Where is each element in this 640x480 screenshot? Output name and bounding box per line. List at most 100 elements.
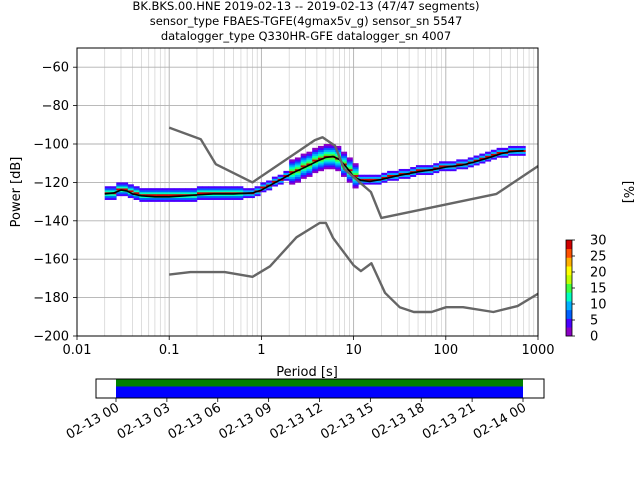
heatmap-cell	[392, 178, 399, 181]
heatmap-cell	[346, 168, 353, 172]
heatmap-cell	[456, 163, 463, 166]
heatmap-cell	[110, 195, 117, 199]
plot-frame	[76, 47, 539, 337]
heatmap-cell	[381, 178, 388, 181]
heatmap-cell	[254, 192, 261, 195]
heatmap-cell	[179, 188, 186, 191]
coverage-frame	[95, 378, 545, 399]
heatmap-cell	[145, 197, 152, 200]
heatmap-cell	[306, 170, 313, 174]
heatmap-cell	[387, 170, 394, 174]
heatmap-cell	[300, 153, 307, 156]
heatmap-cell	[185, 188, 192, 191]
heatmap-cell	[398, 176, 405, 179]
heatmap-cell	[381, 174, 388, 177]
heatmap-cell	[329, 159, 336, 162]
heatmap-cell	[214, 186, 221, 189]
heatmap-cell	[260, 184, 267, 187]
heatmap-cell	[145, 193, 152, 197]
heatmap-cell	[294, 180, 301, 183]
heatmap-cell	[191, 195, 198, 199]
colorbar-cell	[566, 283, 572, 293]
heatmap-cell	[306, 153, 313, 156]
heatmap-cell	[306, 155, 313, 158]
heatmap-cell	[300, 155, 307, 158]
heatmap-cell	[335, 145, 342, 149]
heatmap-cell	[127, 184, 134, 187]
heatmap-cell	[283, 178, 290, 181]
heatmap-cell	[410, 167, 417, 170]
heatmap-cell	[335, 163, 342, 166]
heatmap-cell	[202, 188, 209, 191]
heatmap-cell	[323, 165, 330, 168]
x-tick-label: 1	[257, 343, 265, 358]
heatmap-cell	[220, 188, 227, 191]
heatmap-cell	[508, 145, 515, 149]
heatmap-cell	[116, 182, 123, 185]
heatmap-cell	[300, 159, 307, 162]
heatmap-cell	[196, 192, 204, 195]
heatmap-cell	[496, 149, 503, 152]
heatmap-cell	[496, 155, 503, 158]
heatmap-cell	[427, 170, 434, 174]
x-tick-label: 0.01	[63, 343, 92, 358]
heatmap-cell	[519, 151, 526, 154]
heatmap-cell	[335, 168, 342, 172]
heatmap-cell	[450, 161, 457, 164]
heatmap-cell	[122, 182, 129, 185]
heatmap-cell	[208, 193, 215, 197]
heatmap-cell	[421, 170, 428, 174]
heatmap-cell	[479, 153, 486, 156]
heatmap-cell	[116, 188, 123, 191]
heatmap-cell	[266, 188, 273, 191]
heatmap-cell	[473, 157, 480, 160]
y-tick-label: −200	[33, 330, 69, 345]
mode-line	[104, 149, 524, 198]
heatmap-cell	[185, 192, 192, 195]
heatmap-cell	[410, 168, 417, 172]
heatmap-cell	[462, 159, 469, 162]
heatmap-cell	[369, 182, 376, 185]
y-tick-label: −100	[33, 138, 69, 153]
heatmap-cell	[427, 167, 434, 170]
heatmap-cell	[502, 155, 509, 158]
heatmap-cell	[306, 159, 313, 162]
heatmap-cell	[289, 178, 296, 181]
heatmap-cell	[352, 180, 359, 183]
heatmap-cell	[444, 163, 451, 166]
heatmap-cell	[231, 188, 238, 191]
colorbar-cell	[566, 327, 572, 337]
heatmap-cell	[277, 182, 284, 185]
x-tick-label: 10	[345, 343, 362, 358]
heatmap-cell	[254, 186, 261, 189]
heatmap-cell	[156, 188, 163, 191]
colorbar-cell	[566, 301, 572, 311]
heatmap-cell	[220, 190, 227, 193]
heatmap-cell	[283, 172, 290, 176]
heatmap-cell	[196, 197, 204, 200]
heatmap-cell	[306, 167, 313, 170]
heatmap-cell	[214, 190, 221, 193]
heatmap-cell	[496, 147, 503, 151]
heatmap-cell	[116, 193, 123, 197]
heatmap-cell	[490, 157, 497, 160]
heatmap-cell	[323, 149, 330, 152]
heatmap-cell	[358, 174, 365, 177]
heatmap-cell	[502, 153, 509, 156]
heatmap-cell	[352, 172, 359, 176]
heatmap-cell	[392, 176, 399, 179]
heatmap-cell	[404, 174, 411, 177]
heatmap-cell	[162, 188, 169, 191]
heatmap-cell	[260, 182, 267, 185]
heatmap-cell	[289, 170, 296, 174]
heatmap-cell	[306, 174, 313, 177]
heatmap-cell	[133, 197, 140, 200]
heatmap-cell	[122, 186, 129, 189]
heatmap-cell	[513, 147, 520, 151]
heatmap-cell	[110, 190, 117, 193]
heatmap-cell	[312, 147, 319, 151]
heatmap-cell	[508, 153, 515, 156]
heatmap-cell	[168, 192, 175, 195]
heatmap-cell	[191, 199, 198, 202]
heatmap-cell	[358, 176, 365, 179]
